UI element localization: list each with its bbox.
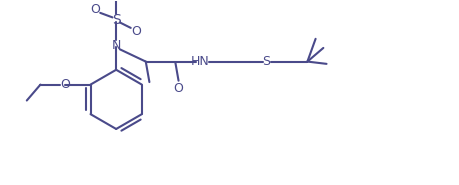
Text: HN: HN bbox=[190, 55, 209, 68]
Text: O: O bbox=[173, 82, 183, 95]
Text: O: O bbox=[131, 25, 141, 38]
Text: S: S bbox=[262, 55, 270, 68]
Text: S: S bbox=[112, 13, 120, 27]
Text: O: O bbox=[90, 3, 100, 16]
Text: O: O bbox=[60, 78, 70, 91]
Text: N: N bbox=[111, 39, 121, 52]
